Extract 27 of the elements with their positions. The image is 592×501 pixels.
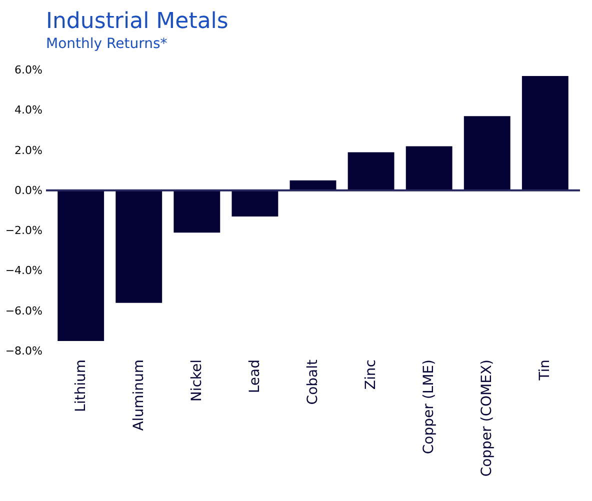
y-tick-label: −6.0% (5, 304, 42, 318)
y-tick-label: 4.0% (14, 104, 42, 117)
bar (232, 190, 278, 217)
bar (58, 190, 104, 341)
bar (174, 190, 220, 233)
y-tick-label: −4.0% (5, 264, 42, 278)
x-tick-label: Tin (537, 360, 554, 382)
y-tick-label: 6.0% (14, 64, 42, 76)
x-tick-label: Copper (COMEX) (479, 360, 496, 477)
x-tick-label: Zinc (363, 360, 380, 390)
y-tick-label: 0.0% (14, 184, 42, 197)
x-tick-label: Copper (LME) (421, 360, 438, 454)
x-tick-label: Aluminum (130, 360, 147, 431)
bar (464, 116, 510, 190)
chart-subtitle: Monthly Returns* (46, 36, 168, 52)
x-tick-label: Lithium (72, 360, 89, 412)
x-tick-label: Lead (246, 360, 263, 394)
bar (406, 146, 452, 190)
x-tick-label: Nickel (188, 360, 205, 402)
bar (522, 76, 568, 190)
bar (116, 190, 162, 303)
chart-title: Industrial Metals (46, 9, 228, 34)
x-tick-label: Cobalt (305, 358, 321, 405)
y-tick-label: −2.0% (5, 224, 42, 238)
bar (348, 152, 394, 190)
y-tick-label: 2.0% (14, 144, 42, 157)
y-tick-label: −8.0% (5, 344, 42, 358)
